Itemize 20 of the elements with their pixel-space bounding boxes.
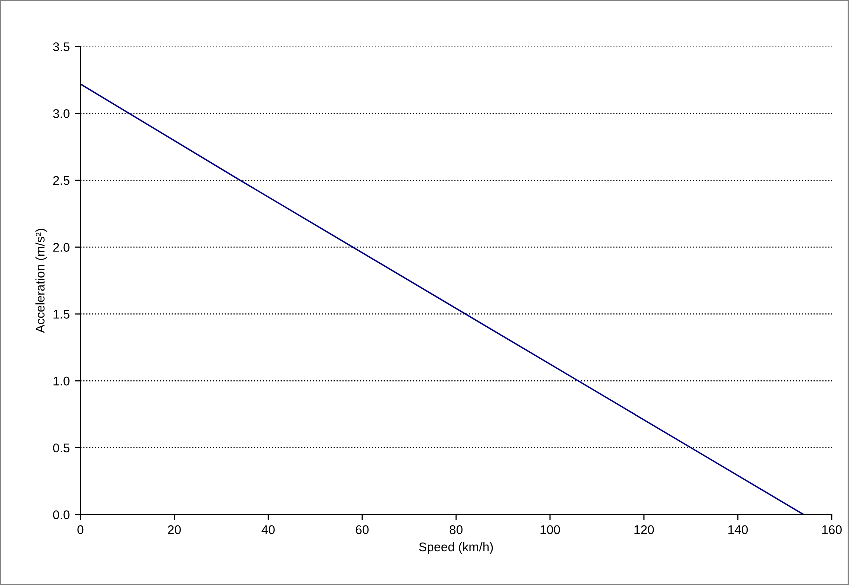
line-series — [80, 84, 805, 515]
x-tick-label: 160 — [822, 526, 842, 534]
x-axis-title: Speed (km/h) — [419, 542, 494, 554]
y-tick-label: 0.0 — [53, 510, 70, 520]
x-tick-label: 100 — [540, 526, 560, 534]
y-tick-label: 0.5 — [53, 444, 70, 453]
y-tick-label: 2.5 — [53, 176, 70, 186]
y-tick-label: 3.5 — [53, 42, 70, 52]
y-tick-label: 1.0 — [54, 376, 70, 386]
x-tick-label: 40 — [262, 526, 275, 534]
y-axis-title: Acceleration (m/s²) — [36, 229, 48, 334]
y-tick-label: 2.0 — [53, 243, 70, 252]
x-tick-label: 60 — [356, 526, 369, 534]
y-tick-label: 3.0 — [53, 109, 70, 118]
x-tick-label: 0 — [78, 526, 84, 534]
y-tick-label: 1.5 — [54, 310, 70, 319]
x-tick-label: 120 — [634, 526, 654, 534]
x-tick-label: 140 — [728, 526, 748, 534]
x-tick-label: 20 — [168, 526, 182, 534]
x-tick-label: 80 — [450, 526, 463, 534]
